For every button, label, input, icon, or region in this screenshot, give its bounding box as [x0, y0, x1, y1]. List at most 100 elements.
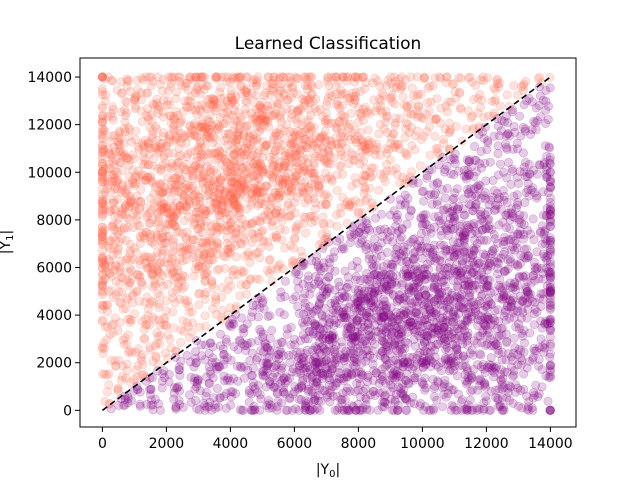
scatter-point: [220, 186, 230, 196]
scatter-point: [150, 229, 160, 239]
scatter-point: [242, 160, 252, 170]
scatter-point: [522, 253, 532, 263]
scatter-point: [513, 401, 523, 411]
scatter-point: [168, 237, 178, 247]
scatter-point: [275, 259, 285, 269]
scatter-point: [100, 204, 110, 214]
scatter-point: [361, 144, 371, 154]
scatter-point: [242, 97, 252, 107]
scatter-point: [97, 202, 107, 212]
scatter-point: [442, 72, 452, 82]
scatter-point: [207, 181, 217, 191]
scatter-point: [194, 289, 204, 299]
scatter-point: [191, 213, 201, 223]
scatter-point: [189, 250, 199, 260]
scatter-point: [225, 376, 235, 386]
scatter-point: [212, 199, 222, 209]
scatter-point: [319, 155, 329, 165]
scatter-point: [382, 148, 392, 158]
scatter-point: [306, 80, 316, 90]
scatter-point: [177, 189, 187, 199]
scatter-point: [191, 208, 201, 218]
scatter-point: [243, 220, 253, 230]
scatter-point: [167, 73, 177, 83]
scatter-point: [458, 304, 468, 314]
scatter-point: [270, 146, 280, 156]
scatter-point: [138, 360, 148, 370]
scatter-point: [394, 294, 404, 304]
scatter-point: [509, 81, 519, 91]
scatter-point: [154, 145, 164, 155]
scatter-point: [288, 82, 298, 92]
scatter-point: [274, 99, 284, 109]
scatter-point: [214, 362, 224, 372]
scatter-point: [104, 380, 114, 390]
scatter-point: [381, 340, 391, 350]
scatter-point: [243, 250, 253, 260]
scatter-point: [214, 205, 224, 215]
scatter-point: [168, 246, 178, 256]
scatter-point: [344, 405, 354, 415]
scatter-point: [133, 166, 143, 176]
scatter-point: [261, 382, 271, 392]
scatter-point: [289, 387, 299, 397]
scatter-point: [246, 200, 256, 210]
scatter-point: [337, 293, 347, 303]
scatter-point: [121, 303, 131, 313]
scatter-point: [128, 291, 138, 301]
scatter-point: [133, 360, 143, 370]
scatter-point: [333, 101, 343, 111]
scatter-point: [475, 235, 485, 245]
scatter-point: [431, 115, 441, 125]
scatter-point: [119, 139, 129, 149]
scatter-point: [192, 132, 202, 142]
scatter-point: [204, 186, 214, 196]
scatter-point: [234, 204, 244, 214]
scatter-point: [451, 122, 461, 132]
scatter-point: [277, 398, 287, 408]
scatter-point: [342, 120, 352, 130]
scatter-point: [489, 108, 499, 118]
scatter-point: [242, 193, 252, 203]
scatter-point: [316, 174, 326, 184]
scatter-point: [191, 196, 201, 206]
scatter-point: [184, 197, 194, 207]
scatter-point: [131, 247, 141, 257]
scatter-point: [230, 200, 240, 210]
scatter-point: [325, 397, 335, 407]
scatter-point: [208, 353, 218, 363]
scatter-point: [193, 224, 203, 234]
scatter-point: [242, 138, 252, 148]
scatter-point: [270, 383, 280, 393]
scatter-point: [289, 88, 299, 98]
scatter-point: [491, 94, 501, 104]
scatter-point: [270, 109, 280, 119]
scatter-point: [277, 191, 287, 201]
scatter-point: [338, 111, 348, 121]
scatter-point: [390, 366, 400, 376]
scatter-point: [197, 172, 207, 182]
scatter-point: [103, 144, 113, 154]
scatter-point: [225, 164, 235, 174]
scatter-point: [241, 280, 251, 290]
scatter-point: [222, 238, 232, 248]
scatter-point: [153, 163, 163, 173]
scatter-point: [241, 95, 251, 105]
scatter-point: [390, 120, 400, 130]
scatter-point: [286, 113, 296, 123]
scatter-point: [149, 275, 159, 285]
scatter-point: [296, 175, 306, 185]
scatter-point: [392, 280, 402, 290]
scatter-point: [163, 330, 173, 340]
scatter-point: [477, 95, 487, 105]
scatter-point: [133, 84, 143, 94]
scatter-point: [453, 283, 463, 293]
scatter-point: [253, 165, 263, 175]
scatter-point: [146, 255, 156, 265]
scatter-point: [97, 230, 107, 240]
scatter-point: [442, 72, 452, 82]
scatter-point: [173, 266, 183, 276]
scatter-point: [284, 154, 294, 164]
scatter-point: [315, 264, 325, 274]
